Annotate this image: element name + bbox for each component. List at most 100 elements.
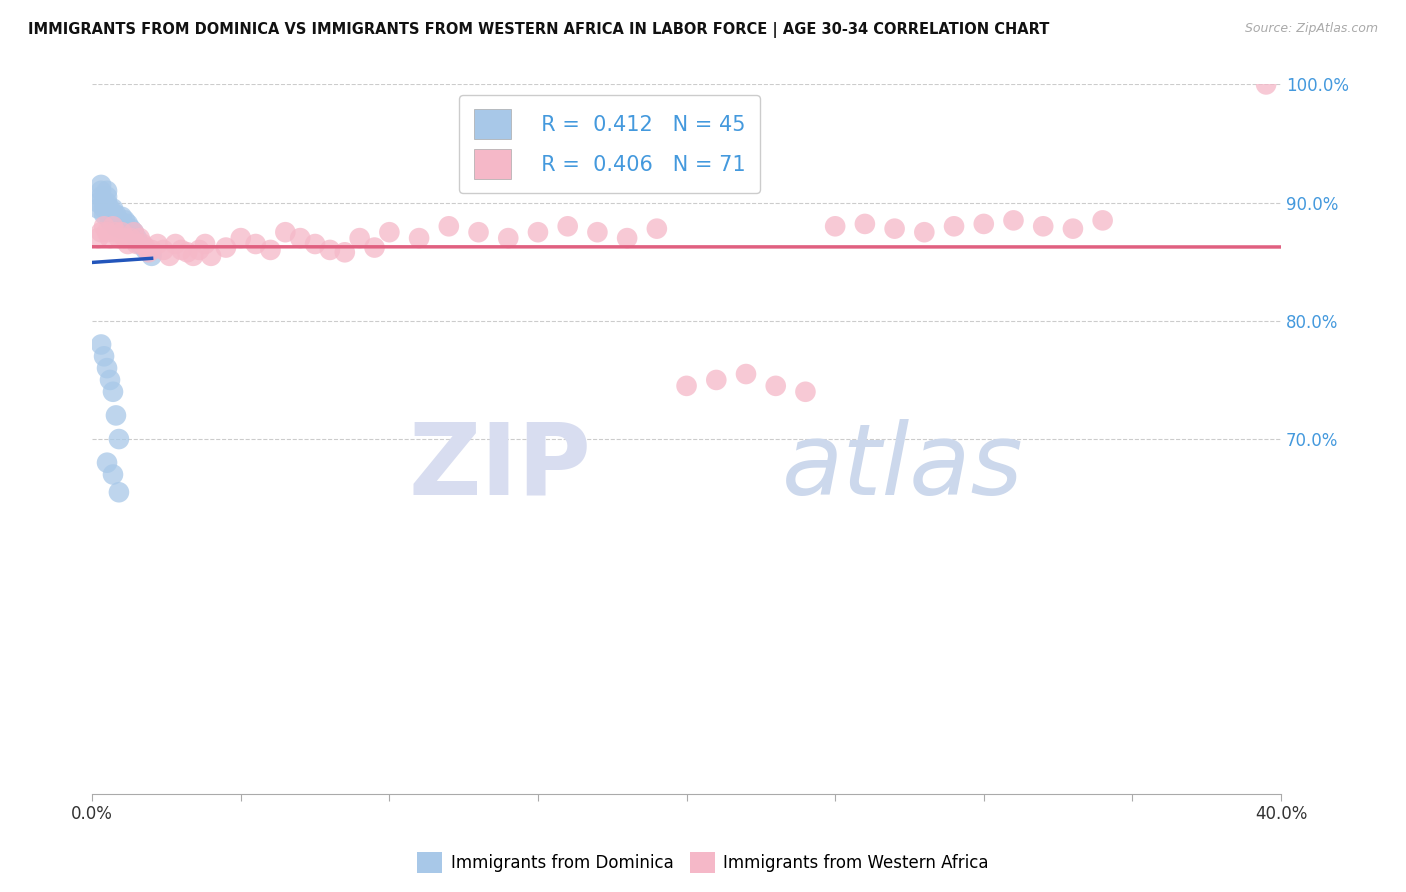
Point — [1032, 219, 1054, 234]
Point — [128, 231, 150, 245]
Point — [96, 361, 118, 376]
Point — [93, 195, 115, 210]
Point — [704, 373, 727, 387]
Point — [117, 217, 139, 231]
Point — [675, 379, 697, 393]
Point — [111, 210, 134, 224]
Point — [181, 249, 204, 263]
Point — [90, 184, 112, 198]
Point — [349, 231, 371, 245]
Point — [765, 379, 787, 393]
Point — [108, 213, 131, 227]
Point — [120, 221, 142, 235]
Point — [912, 225, 935, 239]
Point — [90, 178, 112, 192]
Point — [973, 217, 995, 231]
Point — [794, 384, 817, 399]
Point — [176, 245, 198, 260]
Point — [96, 195, 118, 210]
Point — [1062, 221, 1084, 235]
Point — [96, 184, 118, 198]
Point — [141, 249, 163, 263]
Point — [128, 237, 150, 252]
Point — [114, 213, 136, 227]
Point — [98, 213, 121, 227]
Point — [98, 231, 121, 245]
Point — [90, 190, 112, 204]
Legend:   R =  0.412   N = 45,   R =  0.406   N = 71: R = 0.412 N = 45, R = 0.406 N = 71 — [460, 95, 761, 194]
Point — [170, 243, 193, 257]
Point — [87, 231, 110, 245]
Point — [98, 207, 121, 221]
Legend: Immigrants from Dominica, Immigrants from Western Africa: Immigrants from Dominica, Immigrants fro… — [411, 846, 995, 880]
Point — [101, 384, 124, 399]
Point — [304, 237, 326, 252]
Point — [87, 202, 110, 216]
Text: IMMIGRANTS FROM DOMINICA VS IMMIGRANTS FROM WESTERN AFRICA IN LABOR FORCE | AGE : IMMIGRANTS FROM DOMINICA VS IMMIGRANTS F… — [28, 22, 1049, 38]
Point — [117, 237, 139, 252]
Point — [141, 243, 163, 257]
Point — [824, 219, 846, 234]
Point — [159, 249, 181, 263]
Point — [138, 245, 160, 260]
Text: ZIP: ZIP — [409, 419, 592, 516]
Point — [467, 225, 489, 239]
Point — [101, 213, 124, 227]
Point — [215, 241, 238, 255]
Point — [93, 207, 115, 221]
Point — [101, 207, 124, 221]
Point — [93, 349, 115, 363]
Point — [1091, 213, 1114, 227]
Point — [146, 237, 169, 252]
Point — [120, 231, 142, 245]
Point — [274, 225, 297, 239]
Point — [245, 237, 267, 252]
Point — [135, 241, 157, 255]
Text: atlas: atlas — [782, 419, 1024, 516]
Point — [883, 221, 905, 235]
Point — [98, 373, 121, 387]
Point — [333, 245, 356, 260]
Point — [114, 219, 136, 234]
Point — [259, 243, 281, 257]
Point — [101, 202, 124, 216]
Point — [527, 225, 550, 239]
Point — [104, 219, 127, 234]
Point — [96, 190, 118, 204]
Point — [104, 207, 127, 221]
Point — [108, 219, 131, 234]
Point — [104, 409, 127, 423]
Point — [104, 213, 127, 227]
Point — [188, 243, 211, 257]
Point — [194, 237, 217, 252]
Point — [122, 225, 145, 239]
Point — [586, 225, 609, 239]
Point — [735, 367, 758, 381]
Point — [1002, 213, 1025, 227]
Point — [378, 225, 401, 239]
Point — [87, 195, 110, 210]
Point — [152, 243, 174, 257]
Point — [104, 225, 127, 239]
Point — [96, 225, 118, 239]
Point — [131, 237, 153, 252]
Point — [90, 337, 112, 351]
Point — [408, 231, 430, 245]
Point — [319, 243, 342, 257]
Point — [98, 202, 121, 216]
Point — [290, 231, 312, 245]
Text: Source: ZipAtlas.com: Source: ZipAtlas.com — [1244, 22, 1378, 36]
Point — [117, 223, 139, 237]
Point — [135, 243, 157, 257]
Point — [111, 221, 134, 235]
Point — [125, 231, 148, 245]
Point — [616, 231, 638, 245]
Point — [108, 485, 131, 500]
Point — [1254, 78, 1277, 92]
Point — [853, 217, 876, 231]
Point — [93, 202, 115, 216]
Point — [101, 467, 124, 482]
Point — [557, 219, 579, 234]
Point — [943, 219, 966, 234]
Point — [200, 249, 222, 263]
